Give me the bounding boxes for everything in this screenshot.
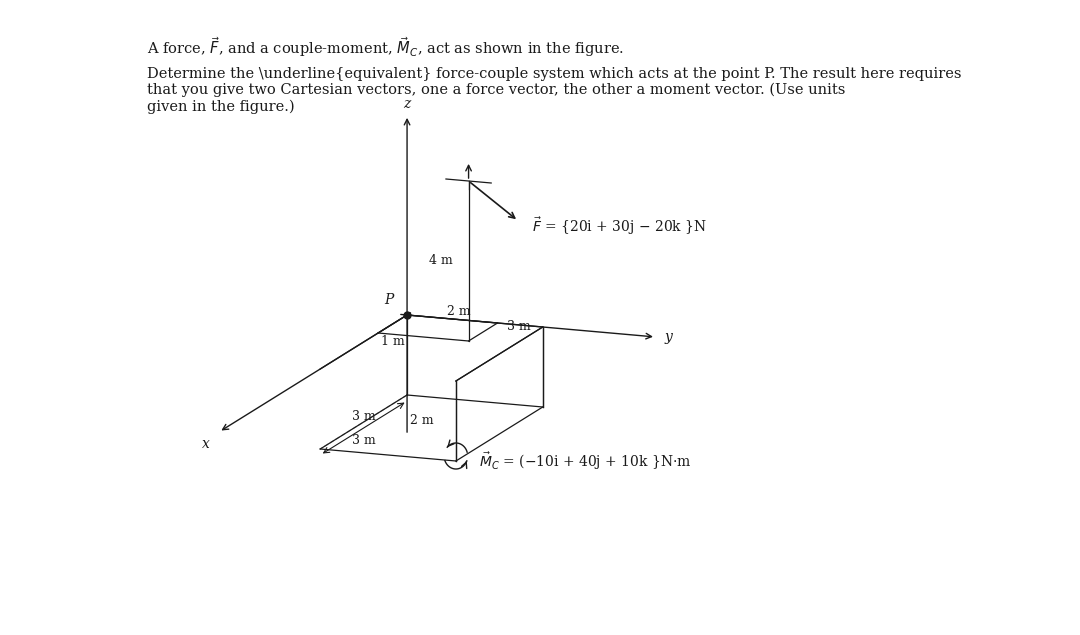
Text: $\vec{M}_C$ = ($-$10i + 40j + 10k }N$\cdot$m: $\vec{M}_C$ = ($-$10i + 40j + 10k }N$\cd… <box>478 450 691 472</box>
Text: y: y <box>665 330 673 344</box>
Text: 1 m: 1 m <box>381 335 405 348</box>
Text: Determine the \underline{equivalent} force-couple system which acts at the point: Determine the \underline{equivalent} for… <box>147 67 961 114</box>
Text: x: x <box>202 437 210 451</box>
Text: z: z <box>404 97 410 111</box>
Text: A force, $\vec{F}$, and a couple-moment, $\vec{M}_C$, act as shown in the figure: A force, $\vec{F}$, and a couple-moment,… <box>147 35 623 59</box>
Text: 3 m: 3 m <box>352 410 376 423</box>
Text: 2 m: 2 m <box>409 415 433 427</box>
Text: 3 m: 3 m <box>507 321 530 333</box>
Text: $\vec{F}$ = {20i + 30j $-$ 20k }N: $\vec{F}$ = {20i + 30j $-$ 20k }N <box>531 215 707 237</box>
Text: 3 m: 3 m <box>352 434 376 447</box>
Text: P: P <box>384 293 393 307</box>
Text: 4 m: 4 m <box>429 255 453 267</box>
Text: 2 m: 2 m <box>447 305 471 318</box>
